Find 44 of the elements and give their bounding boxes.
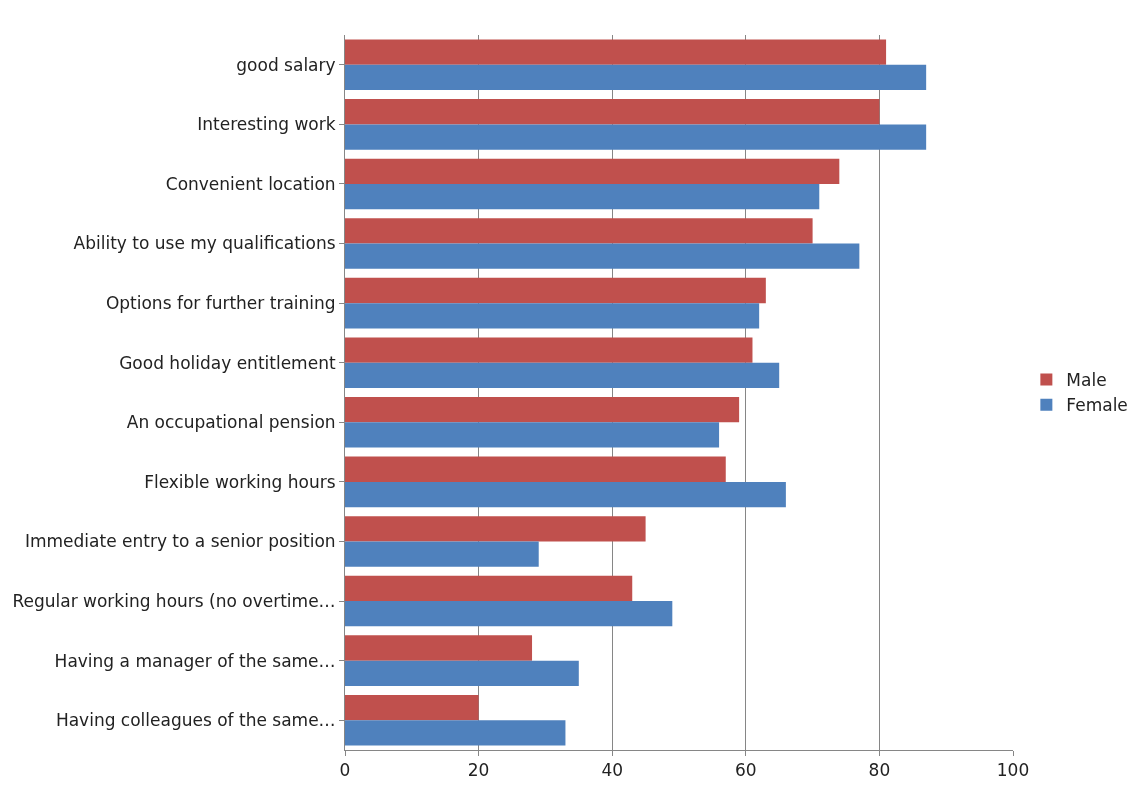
bar [345,422,720,448]
bar [345,124,927,150]
bar [345,64,927,91]
bar [345,39,887,65]
y-tick-label: Good holiday entitlement [119,352,336,373]
y-tick-label: Options for further training [105,293,336,314]
y-tick-label: Convenient location [165,173,336,194]
bar [345,362,780,389]
bar [345,158,840,184]
y-tick-label: Having colleagues of the same… [55,710,336,731]
bar [345,635,533,661]
bar [345,277,766,304]
bar [345,516,646,542]
y-tick-label: Flexible working hours [144,471,336,492]
bar [345,183,820,210]
legend-label: Male [1066,370,1107,391]
y-tick-label: Regular working hours (no overtime… [12,590,336,611]
x-tick-label: 40 [601,760,624,781]
bar [345,337,753,363]
bar [345,396,740,423]
y-tick-label: Interesting work [197,114,336,135]
y-tick-label: An occupational pension [126,412,336,433]
x-tick-label: 0 [339,760,351,781]
y-tick-label: Ability to use my qualifications [73,233,336,254]
bar [345,694,479,721]
y-tick-label: good salary [236,54,336,75]
x-tick-label: 80 [868,760,891,781]
y-tick-label: Having a manager of the same… [54,650,336,671]
x-tick-label: 60 [734,760,757,781]
legend-label: Female [1066,395,1128,416]
bar [345,541,539,567]
x-tick-label: 20 [467,760,490,781]
bar [345,720,566,746]
bar [345,99,880,125]
bar [345,660,579,686]
bar [345,481,786,508]
bar [345,218,813,244]
bar [345,456,726,482]
bar [345,243,860,269]
bar [345,601,673,627]
y-tick-label: Immediate entry to a senior position [24,531,336,552]
bar [345,575,633,602]
x-tick-label: 100 [996,760,1030,781]
bar [345,303,760,329]
